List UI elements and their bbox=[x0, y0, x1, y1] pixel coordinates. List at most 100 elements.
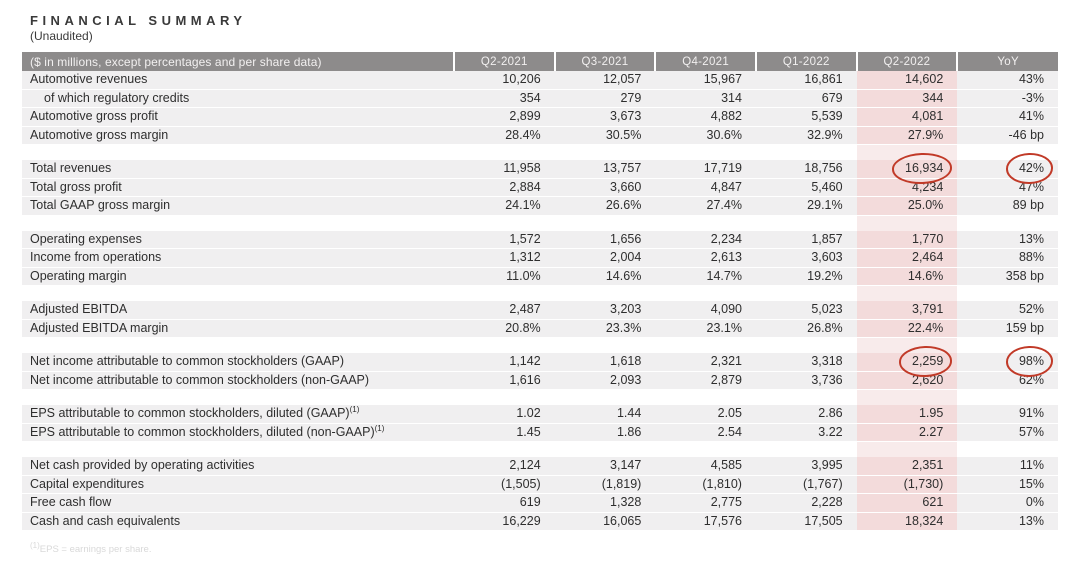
value-cell: 5,460 bbox=[755, 178, 857, 197]
value-cell: -3% bbox=[957, 89, 1058, 108]
table-row: Total gross profit 2,884 3,660 4,847 5,460 4,… bbox=[22, 178, 1058, 197]
value-cell: 2,464 bbox=[856, 248, 958, 268]
value-cell: 16,229 bbox=[454, 512, 555, 531]
value-cell: 2,351 bbox=[856, 457, 958, 476]
value-cell: 57% bbox=[957, 423, 1058, 442]
value-cell: 29.1% bbox=[755, 196, 857, 216]
table-row: Operating margin 11.0% 14.6% 14.7% 19.2% 14.6… bbox=[22, 267, 1058, 286]
value-cell: 4,882 bbox=[655, 107, 756, 127]
gap-cell bbox=[554, 337, 656, 353]
value-cell: 15% bbox=[957, 475, 1058, 494]
value-cell: 279 bbox=[554, 89, 656, 108]
highlight-column-gap bbox=[856, 215, 958, 231]
value-cell: 22.4% bbox=[856, 319, 958, 338]
page-title: FINANCIAL SUMMARY bbox=[30, 13, 247, 28]
value-cell: 1,857 bbox=[755, 230, 857, 249]
value-cell: 2,775 bbox=[655, 493, 756, 513]
value-cell: 14.7% bbox=[655, 267, 756, 286]
value-cell: 20.8% bbox=[454, 319, 555, 338]
row-label: Automotive gross margin bbox=[22, 126, 454, 145]
value-cell: 1.45 bbox=[454, 423, 555, 442]
value-cell: 3,673 bbox=[554, 107, 656, 127]
section-gap bbox=[22, 215, 1058, 231]
section-gap bbox=[22, 441, 1058, 457]
value-cell: 2,004 bbox=[554, 248, 656, 268]
gap-cell bbox=[454, 441, 555, 457]
value-cell: 30.6% bbox=[655, 126, 756, 145]
gap-cell bbox=[22, 215, 454, 231]
value-cell: 5,539 bbox=[755, 107, 857, 127]
gap-cell bbox=[755, 441, 857, 457]
value-cell: 15,967 bbox=[655, 71, 756, 90]
row-label: Free cash flow bbox=[22, 493, 454, 513]
row-label: Net income attributable to common stockh… bbox=[22, 371, 454, 390]
gap-cell bbox=[554, 441, 656, 457]
gap-cell bbox=[22, 389, 454, 405]
value-cell: 26.6% bbox=[554, 196, 656, 216]
value-cell: 159 bp bbox=[957, 319, 1058, 338]
value-cell: 619 bbox=[454, 493, 555, 513]
value-cell: 26.8% bbox=[755, 319, 857, 338]
value-cell: 41% bbox=[957, 107, 1058, 127]
footnote-reference: (1) bbox=[349, 404, 360, 414]
column-header-q1-2022: Q1-2022 bbox=[754, 52, 857, 71]
value-cell: 0% bbox=[957, 493, 1058, 513]
gap-cell bbox=[755, 215, 857, 231]
page-subtitle: (Unaudited) bbox=[30, 29, 93, 43]
value-cell: 13% bbox=[957, 230, 1058, 249]
caption-header: ($ in millions, except percentages and p… bbox=[22, 52, 454, 71]
value-cell: 3,660 bbox=[554, 178, 656, 197]
table-row: Free cash flow 619 1,328 2,775 2,228 621 0% bbox=[22, 493, 1058, 513]
gap-cell bbox=[454, 215, 555, 231]
value-cell: 16,065 bbox=[554, 512, 656, 531]
value-cell: 358 bp bbox=[957, 267, 1058, 286]
value-cell: 14.6% bbox=[856, 267, 958, 286]
value-cell: 3,791 bbox=[856, 301, 958, 320]
value-cell: 13,757 bbox=[554, 160, 656, 179]
table-row: Automotive gross profit 2,899 3,673 4,882 5,… bbox=[22, 107, 1058, 127]
table-row: EPS attributable to common stockholders,… bbox=[22, 404, 1058, 424]
value-cell: (1,730) bbox=[856, 475, 958, 494]
table-row: Cash and cash equivalents 16,229 16,065 17,… bbox=[22, 512, 1058, 531]
value-cell: (1,810) bbox=[655, 475, 756, 494]
red-circle-annotation: 16,934 bbox=[905, 160, 943, 178]
value-cell: 2,228 bbox=[755, 493, 857, 513]
value-cell: 2.54 bbox=[655, 423, 756, 442]
column-header-q2-2021: Q2-2021 bbox=[453, 52, 555, 71]
footnote-text: EPS = earnings per share. bbox=[39, 544, 152, 555]
table-row: Adjusted EBITDA 2,487 3,203 4,090 5,023 3,791… bbox=[22, 301, 1058, 320]
value-cell: 4,847 bbox=[655, 178, 756, 197]
value-cell: 1,142 bbox=[454, 353, 555, 372]
value-cell: 5,023 bbox=[755, 301, 857, 320]
value-cell: 344 bbox=[856, 89, 958, 108]
value-cell: 11,958 bbox=[454, 160, 555, 179]
gap-cell bbox=[755, 144, 857, 160]
highlight-column-gap bbox=[856, 441, 958, 457]
table-row: Total GAAP gross margin 24.1% 26.6% 27.4% 29… bbox=[22, 196, 1058, 216]
row-label: Operating expenses bbox=[22, 230, 454, 249]
section-gap bbox=[22, 285, 1058, 301]
value-cell: 14,602 bbox=[856, 71, 958, 90]
table-row: Income from operations 1,312 2,004 2,613 3,6… bbox=[22, 248, 1058, 268]
gap-cell bbox=[655, 441, 756, 457]
value-cell: 354 bbox=[454, 89, 555, 108]
value-cell: 52% bbox=[957, 301, 1058, 320]
value-cell: 28.4% bbox=[454, 126, 555, 145]
value-cell: 4,585 bbox=[655, 457, 756, 476]
value-cell: 17,719 bbox=[655, 160, 756, 179]
highlight-column-gap bbox=[856, 389, 958, 405]
value-cell: 1.86 bbox=[554, 423, 656, 442]
gap-cell bbox=[957, 144, 1058, 160]
value-cell: 3.22 bbox=[755, 423, 857, 442]
table-row: Net cash provided by operating activitie… bbox=[22, 457, 1058, 476]
value-cell: 32.9% bbox=[755, 126, 857, 145]
value-cell: 42% bbox=[957, 160, 1058, 179]
gap-cell bbox=[22, 441, 454, 457]
red-circle-annotation: 42% bbox=[1019, 160, 1044, 178]
table-row: Net income attributable to common stockh… bbox=[22, 353, 1058, 372]
value-cell: 47% bbox=[957, 178, 1058, 197]
table-row: Automotive revenues 10,206 12,057 15,967 16,… bbox=[22, 71, 1058, 90]
gap-cell bbox=[755, 337, 857, 353]
gap-cell bbox=[22, 144, 454, 160]
gap-cell bbox=[454, 389, 555, 405]
